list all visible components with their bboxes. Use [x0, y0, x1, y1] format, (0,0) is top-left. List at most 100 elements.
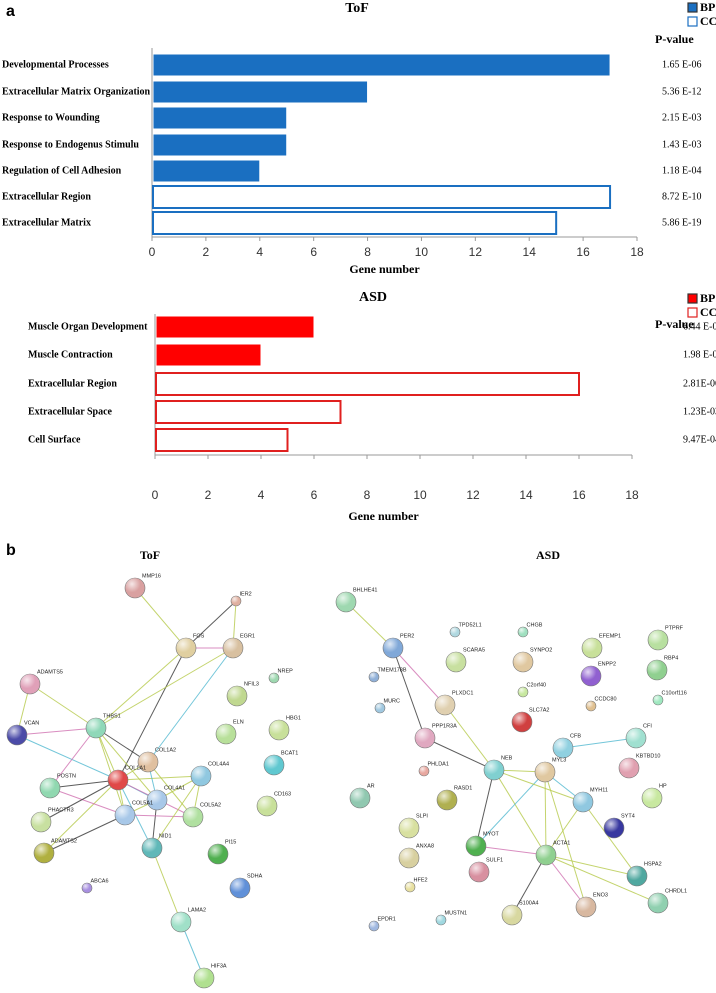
bar — [152, 159, 261, 183]
node-shine — [350, 788, 370, 808]
node-label: TMEM178B — [378, 667, 407, 673]
node-label: FOS — [193, 633, 205, 639]
node-label: ABCA6 — [91, 878, 109, 884]
x-tick-label: 18 — [625, 488, 639, 502]
node-label: HP — [659, 783, 667, 789]
legend-marker — [687, 307, 698, 318]
node-label: SYNPO2 — [530, 647, 552, 653]
node-shine — [586, 701, 596, 711]
x-tick-label: 14 — [523, 245, 537, 259]
node-shine — [419, 766, 429, 776]
x-tick-label: 16 — [572, 488, 586, 502]
node-shine — [264, 755, 284, 775]
node-label: COL1A1 — [125, 765, 146, 771]
p-value: 2.15 E-03 — [662, 112, 701, 123]
p-value-header: P-value — [655, 32, 694, 46]
node-label: THBS1 — [103, 713, 121, 719]
p-value-header: P-value — [655, 317, 694, 331]
legend-marker — [687, 2, 698, 13]
node-shine — [573, 792, 593, 812]
network-edge — [49, 779, 119, 789]
node-shine — [31, 812, 51, 832]
node-label: SYT4 — [621, 813, 635, 819]
node-label: ADAMTS5 — [37, 669, 63, 675]
node-shine — [582, 638, 602, 658]
node-label: MURC — [384, 698, 401, 704]
category-label: Extracellular Region — [2, 191, 91, 202]
network-edge — [117, 647, 187, 781]
node-shine — [518, 627, 528, 637]
x-tick-label: 2 — [203, 245, 210, 259]
node-shine — [553, 738, 573, 758]
node-label: EGR1 — [240, 633, 255, 639]
node-shine — [115, 805, 135, 825]
node-label: HSPA2 — [644, 861, 662, 867]
network-edge — [511, 854, 547, 916]
node-shine — [653, 695, 663, 705]
node-label: CFB — [570, 733, 581, 739]
node-shine — [647, 660, 667, 680]
network-edge — [545, 801, 584, 856]
x-tick-label: 0 — [149, 245, 156, 259]
x-axis-label: Gene number — [348, 509, 419, 523]
node-label: NFIL3 — [244, 681, 259, 687]
node-shine — [227, 686, 247, 706]
network-edge — [117, 775, 202, 781]
node-shine — [469, 862, 489, 882]
x-tick-label: 0 — [152, 488, 159, 502]
x-tick-label: 18 — [630, 245, 644, 259]
node-shine — [642, 788, 662, 808]
node-shine — [512, 712, 532, 732]
node-label: CCDC80 — [595, 696, 617, 702]
x-tick-label: 2 — [205, 488, 212, 502]
p-value: 1.23E-03 — [683, 406, 716, 417]
node-shine — [446, 652, 466, 672]
node-shine — [108, 770, 128, 790]
network-edge — [16, 734, 119, 781]
network-edge — [151, 847, 182, 923]
node-label: PLXDC1 — [452, 690, 473, 696]
node-label: EFEMP1 — [599, 633, 621, 639]
node-label: NID1 — [159, 833, 172, 839]
node-shine — [191, 766, 211, 786]
node-shine — [375, 703, 385, 713]
node-label: ENO3 — [593, 892, 608, 898]
node-label: MMP16 — [142, 573, 161, 579]
node-shine — [576, 897, 596, 917]
node-label: HIF3A — [211, 963, 227, 969]
network-edge — [147, 761, 194, 818]
node-shine — [230, 878, 250, 898]
node-shine — [484, 760, 504, 780]
network-title: ASD — [536, 548, 560, 562]
network-edge — [95, 647, 187, 729]
network-edge — [43, 814, 126, 854]
category-label: Regulation of Cell Adhesion — [2, 165, 122, 176]
legend-label: CC — [700, 305, 716, 319]
node-shine — [399, 818, 419, 838]
network-edge — [562, 737, 637, 749]
node-shine — [648, 893, 668, 913]
node-shine — [223, 638, 243, 658]
network-edge — [545, 854, 659, 904]
node-label: KBTBD10 — [636, 753, 660, 759]
node-label: MUSTN1 — [445, 910, 468, 916]
network-edge — [475, 845, 547, 856]
p-value: 5.86 E-19 — [662, 217, 701, 228]
category-label: Muscle Organ Development — [28, 321, 148, 332]
node-shine — [581, 666, 601, 686]
network-edge — [147, 647, 234, 763]
node-shine — [619, 758, 639, 778]
node-label: BCAT1 — [281, 750, 298, 756]
node-shine — [269, 720, 289, 740]
network-edge — [95, 727, 158, 801]
node-shine — [518, 687, 528, 697]
network-edge — [95, 727, 126, 816]
node-shine — [171, 912, 191, 932]
network-edge — [582, 801, 638, 877]
node-shine — [125, 578, 145, 598]
network-edge — [444, 704, 495, 771]
node-label: MYL3 — [552, 757, 566, 763]
node-shine — [536, 845, 556, 865]
p-value: 1.65 E-06 — [662, 59, 701, 70]
node-shine — [216, 724, 236, 744]
